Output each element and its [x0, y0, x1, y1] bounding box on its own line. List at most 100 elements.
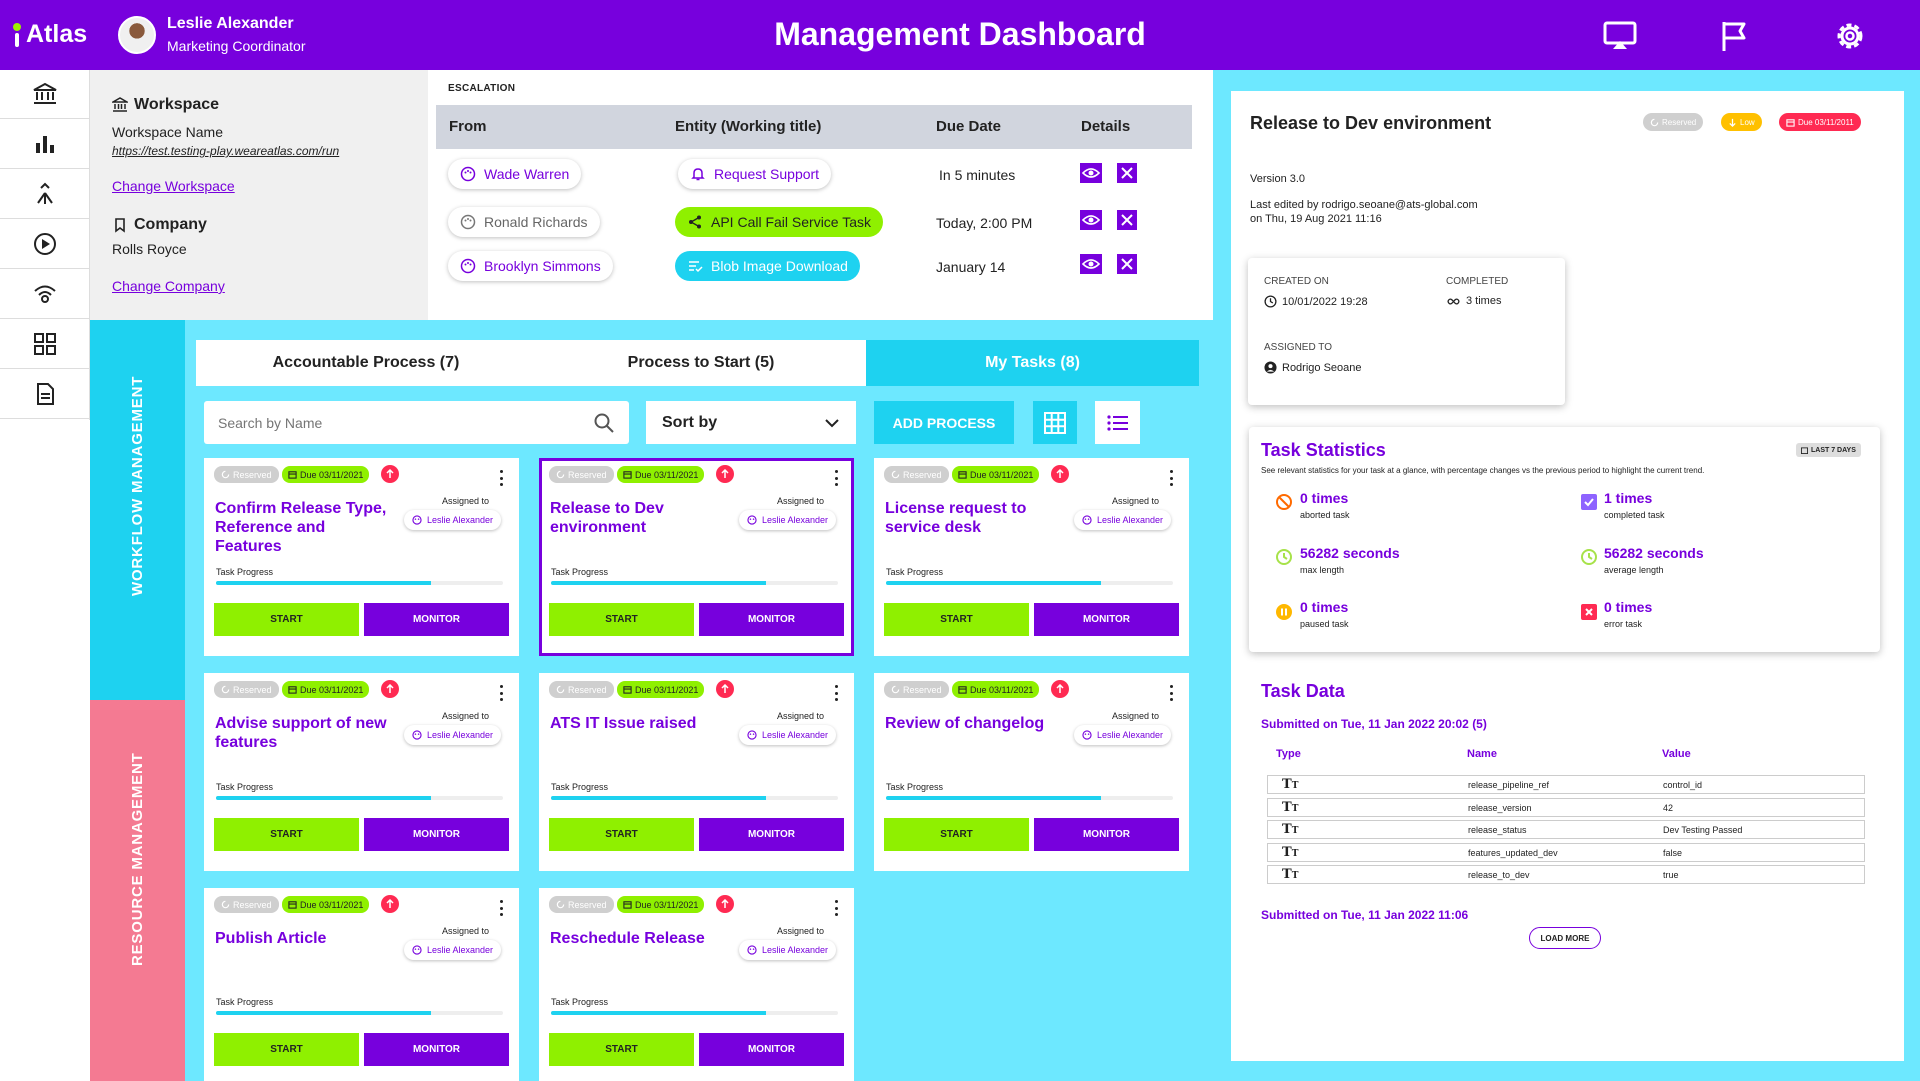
start-button[interactable]: START	[884, 818, 1029, 851]
monitor-button[interactable]: MONITOR	[699, 818, 844, 851]
card-title[interactable]: Publish Article	[215, 930, 327, 947]
from-chip[interactable]: Ronald Richards	[448, 207, 600, 237]
cast-icon[interactable]	[1600, 16, 1640, 56]
user-avatar[interactable]	[118, 16, 156, 54]
card-title[interactable]: Reschedule Release	[550, 930, 705, 947]
task-card[interactable]: Reserved Due 03/11/2021 License request …	[874, 458, 1189, 656]
close-icon[interactable]	[1117, 254, 1139, 274]
assignee-chip[interactable]: Leslie Alexander	[404, 940, 502, 960]
list-icon	[1106, 414, 1128, 431]
entity-chip[interactable]: Blob Image Download	[675, 251, 860, 281]
monitor-button[interactable]: MONITOR	[699, 1033, 844, 1066]
search-icon[interactable]	[593, 412, 615, 434]
assignee-chip[interactable]: Leslie Alexander	[739, 510, 837, 530]
card-title[interactable]: License request to service desk	[885, 500, 1027, 536]
close-icon[interactable]	[1117, 210, 1139, 230]
more-options-icon[interactable]	[496, 900, 506, 916]
card-title[interactable]: Review of changelog	[885, 715, 1045, 732]
assignee-chip[interactable]: Leslie Alexander	[1074, 725, 1172, 745]
list-view-button[interactable]	[1095, 401, 1140, 444]
monitor-button[interactable]: MONITOR	[364, 603, 509, 636]
gear-icon[interactable]	[1830, 16, 1870, 56]
close-icon[interactable]	[1117, 163, 1139, 183]
view-eye-icon[interactable]	[1080, 254, 1102, 274]
from-chip[interactable]: Wade Warren	[448, 159, 582, 189]
period-badge[interactable]: LAST 7 DAYS	[1796, 443, 1861, 457]
assignee-chip[interactable]: Leslie Alexander	[404, 725, 502, 745]
more-options-icon[interactable]	[831, 470, 841, 486]
sidebar-item-merge[interactable]	[0, 170, 90, 219]
sidebar-item-analytics[interactable]	[0, 120, 90, 169]
assignee-chip[interactable]: Leslie Alexander	[404, 510, 502, 530]
task-card[interactable]: Reserved Due 03/11/2021 ATS IT Issue rai…	[539, 673, 854, 871]
card-title[interactable]: Release to Dev environment	[550, 500, 664, 536]
start-button[interactable]: START	[549, 1033, 694, 1066]
more-options-icon[interactable]	[496, 470, 506, 486]
tab-my-tasks[interactable]: My Tasks (8)	[866, 340, 1199, 386]
view-eye-icon[interactable]	[1080, 163, 1102, 183]
start-button[interactable]: START	[214, 603, 359, 636]
table-row[interactable]: TT release_pipeline_ref control_id	[1267, 775, 1865, 794]
task-card[interactable]: Reserved Due 03/11/2021 Review of change…	[874, 673, 1189, 871]
task-card[interactable]: Reserved Due 03/11/2021 Confirm Release …	[204, 458, 519, 656]
sidebar-item-bank[interactable]	[0, 70, 90, 119]
workflow-management-band[interactable]: WORKFLOW MANAGEMENT	[90, 320, 185, 700]
sidebar-item-dashboard[interactable]	[0, 320, 90, 369]
monitor-button[interactable]: MONITOR	[699, 603, 844, 636]
start-button[interactable]: START	[214, 818, 359, 851]
submission-heading[interactable]: Submitted on Tue, 11 Jan 2022 11:06	[1261, 908, 1469, 922]
monitor-button[interactable]: MONITOR	[364, 1033, 509, 1066]
monitor-button[interactable]: MONITOR	[364, 818, 509, 851]
card-title[interactable]: ATS IT Issue raised	[550, 715, 697, 732]
submission-heading[interactable]: Submitted on Tue, 11 Jan 2022 20:02 (5)	[1261, 717, 1487, 731]
sidebar-item-documents[interactable]	[0, 370, 90, 419]
change-company-link[interactable]: Change Company	[112, 278, 225, 294]
workspace-url[interactable]: https://test.testing-play.weareatlas.com…	[112, 144, 340, 158]
load-more-button[interactable]: LOAD MORE	[1529, 927, 1601, 949]
atlas-logo[interactable]: Atlas	[12, 20, 87, 49]
grid-view-button[interactable]	[1033, 401, 1077, 444]
more-options-icon[interactable]	[496, 685, 506, 701]
sort-dropdown[interactable]: Sort by	[646, 401, 856, 444]
flag-icon[interactable]	[1714, 16, 1754, 56]
table-row[interactable]: TT release_to_dev true	[1267, 865, 1865, 884]
assignee-name: Leslie Alexander	[762, 515, 829, 525]
start-button[interactable]: START	[884, 603, 1029, 636]
table-row[interactable]: TT release_version 42	[1267, 797, 1865, 817]
change-workspace-link[interactable]: Change Workspace	[112, 178, 235, 194]
resource-management-band[interactable]: RESOURCE MANAGEMENT	[90, 700, 185, 1081]
entity-chip[interactable]: API Call Fail Service Task	[675, 207, 884, 237]
from-chip[interactable]: Brooklyn Simmons	[448, 251, 613, 281]
start-button[interactable]: START	[549, 603, 694, 636]
table-row[interactable]: TT release_status Dev Testing Passed	[1267, 820, 1865, 839]
assignee-chip[interactable]: Leslie Alexander	[1074, 510, 1172, 530]
sidebar-item-broadcast[interactable]	[0, 270, 90, 319]
start-button[interactable]: START	[549, 818, 694, 851]
calendar-icon	[623, 901, 632, 909]
chevron-down-icon	[825, 418, 839, 427]
assignee-chip[interactable]: Leslie Alexander	[739, 725, 837, 745]
task-info-card	[1248, 258, 1565, 405]
card-title[interactable]: Advise support of new features	[215, 715, 387, 751]
task-card[interactable]: Reserved Due 03/11/2021 Reschedule Relea…	[539, 888, 854, 1081]
add-process-button[interactable]: ADD PROCESS	[874, 401, 1014, 444]
tab-accountable-process[interactable]: Accountable Process (7)	[272, 354, 460, 371]
sidebar-item-play[interactable]	[0, 220, 90, 269]
task-card[interactable]: Reserved Due 03/11/2021 Advise support o…	[204, 673, 519, 871]
start-button[interactable]: START	[214, 1033, 359, 1066]
table-row[interactable]: TT features_updated_dev false	[1267, 842, 1865, 862]
search-input[interactable]	[218, 414, 593, 431]
task-card[interactable]: Reserved Due 03/11/2021 Release to Dev e…	[539, 458, 854, 656]
more-options-icon[interactable]	[831, 900, 841, 916]
more-options-icon[interactable]	[1166, 685, 1176, 701]
more-options-icon[interactable]	[831, 685, 841, 701]
view-eye-icon[interactable]	[1080, 210, 1102, 230]
assignee-chip[interactable]: Leslie Alexander	[739, 940, 837, 960]
task-card[interactable]: Reserved Due 03/11/2021 Publish Article …	[204, 888, 519, 1081]
more-options-icon[interactable]	[1166, 470, 1176, 486]
monitor-button[interactable]: MONITOR	[1034, 818, 1179, 851]
monitor-button[interactable]: MONITOR	[1034, 603, 1179, 636]
card-title[interactable]: Confirm Release Type, Reference and Feat…	[215, 500, 387, 555]
entity-chip[interactable]: Request Support	[678, 159, 832, 189]
tab-process-to-start[interactable]: Process to Start (5)	[627, 354, 775, 371]
